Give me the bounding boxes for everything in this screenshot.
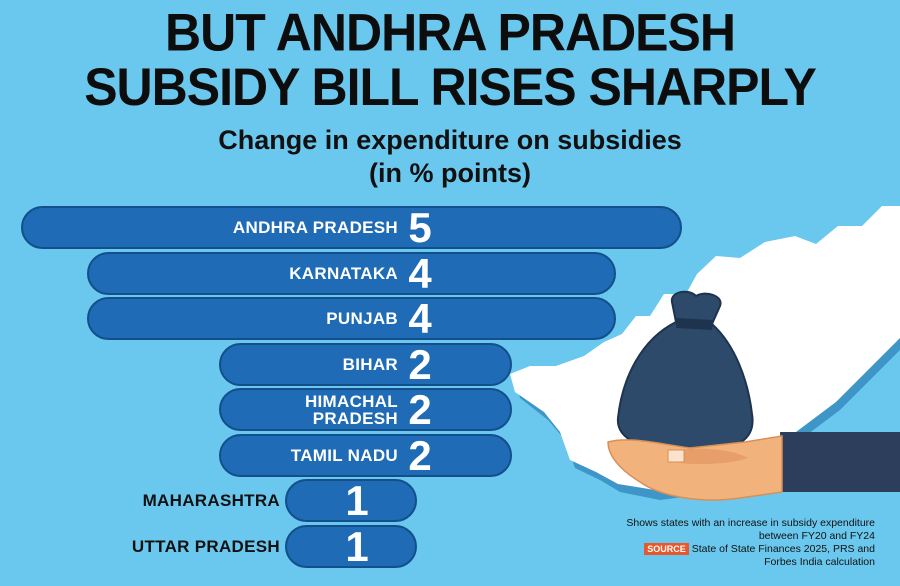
chart-units: (in % points) — [369, 158, 531, 188]
bar-label: ANDHRA PRADESH — [31, 219, 398, 236]
bar-label-line: PRADESH — [312, 408, 398, 428]
bar-label-line: HIMACHAL — [304, 391, 398, 411]
bar-label-line: UTTAR PRADESH — [131, 536, 280, 556]
bar-maharashtra — [285, 479, 417, 522]
bar-label: BIHAR — [229, 356, 398, 373]
bar-value: 1 — [345, 477, 369, 524]
thumb — [668, 448, 748, 465]
bar-value: 2 — [408, 431, 432, 479]
money-bag-icon — [616, 290, 754, 454]
bar-label: MAHARASHTRA — [60, 491, 280, 511]
money-bag-tie — [676, 318, 714, 330]
source-text: State of State Finances 2025, PRS and Fo… — [691, 543, 875, 568]
bar-andhra-pradesh — [21, 206, 682, 249]
bar-value: 2 — [408, 386, 432, 433]
source-line: SOURCE State of State Finances 2025, PRS … — [610, 543, 875, 569]
footnote: Shows states with an increase in subsidy… — [610, 517, 875, 569]
bar-label-line: ANDHRA PRADESH — [232, 218, 398, 237]
chart-subtitle: Change in expenditure on subsidies — [218, 125, 682, 155]
bar-himachal-pradesh — [219, 388, 512, 431]
hand-icon — [607, 435, 783, 501]
title-line-2: SUBSIDY BILL RISES SHARPLY — [84, 57, 817, 117]
bar-value: 4 — [408, 249, 432, 297]
source-tag: SOURCE — [644, 543, 689, 555]
bar-uttar-pradesh — [285, 524, 417, 568]
footnote-text: Shows states with an increase in subsidy… — [626, 517, 875, 542]
bar-bihar — [219, 342, 512, 386]
chart-title: BUT ANDHRA PRADESH SUBSIDY BILL RISES SH… — [0, 5, 900, 114]
bar-label-line: PUNJAB — [326, 309, 398, 328]
bar-label: HIMACHAL PRADESH — [229, 393, 398, 427]
bar-tamil-nadu — [219, 433, 512, 477]
bar-label: KARNATAKA — [97, 265, 398, 282]
title-line-1: BUT ANDHRA PRADESH — [165, 3, 736, 63]
bar-value: 1 — [345, 522, 369, 570]
thumbnail — [667, 449, 685, 463]
bar-value: 5 — [408, 204, 432, 251]
bar-karnataka — [87, 251, 616, 295]
bar-punjab — [87, 297, 616, 340]
bar-value: 4 — [408, 295, 432, 342]
bar-label: TAMIL NADU — [229, 447, 398, 464]
bar-label-line: BIHAR — [342, 354, 398, 374]
bar-label: PUNJAB — [97, 310, 398, 327]
bar-label-line: TAMIL NADU — [290, 445, 398, 465]
bar-label-line: KARNATAKA — [289, 263, 398, 283]
bar-value: 2 — [408, 340, 432, 388]
bar-label: UTTAR PRADESH — [60, 537, 280, 557]
bar-label-line: MAHARASHTRA — [142, 491, 280, 510]
sleeve — [780, 432, 900, 492]
